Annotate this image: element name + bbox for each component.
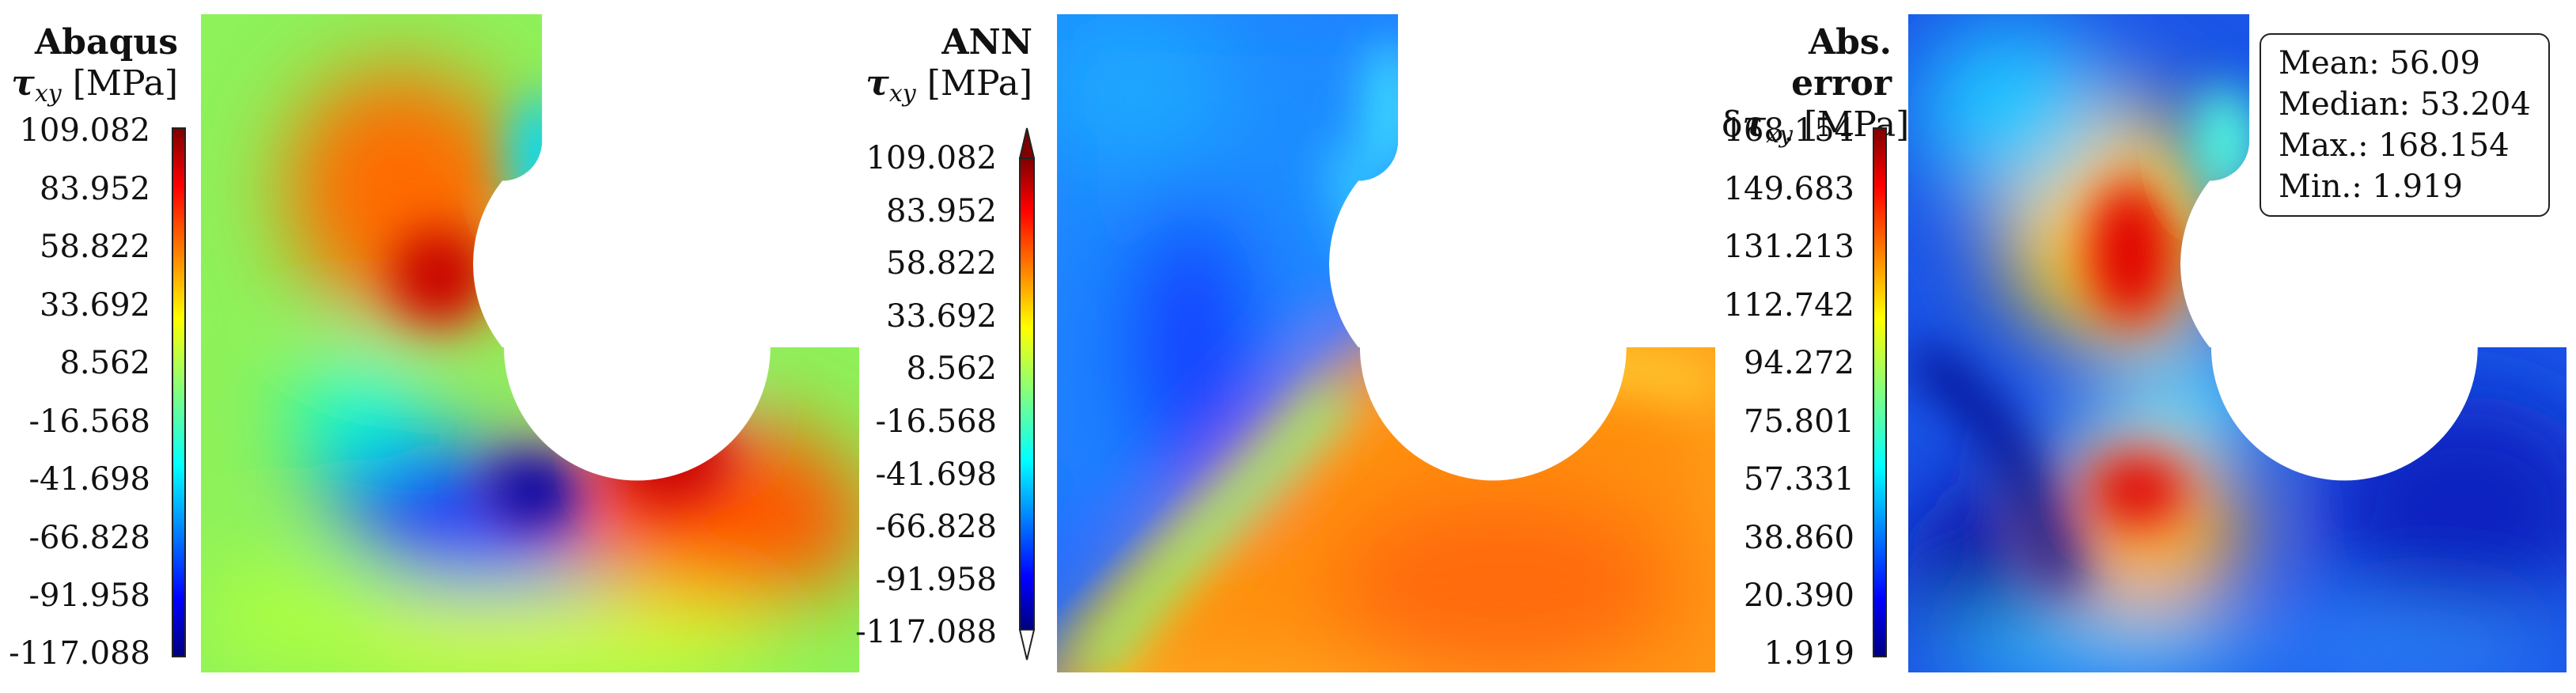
panel-title: ANN [941,22,1032,62]
colorbar-tick: 58.822 [886,245,997,282]
colorbar-tick: -66.828 [28,519,150,556]
colorbar [1018,127,1036,661]
panel-abs-error: Abs. error δτxy [MPa] 168.154 149.683 13… [1722,0,2576,693]
colorbar-tick: 94.272 [1744,345,1854,381]
colorbar-tick: 8.562 [906,350,997,388]
colorbar [1873,127,1887,657]
colorbar-tick: 83.952 [40,170,150,207]
stat-median: Median: 53.204 [2279,86,2531,123]
panel-titles: ANN τxy [MPa] [862,22,1032,115]
colorbar-tick: 8.562 [59,345,150,381]
error-statistics-box: Mean: 56.09 Median: 53.204 Max.: 168.154… [2260,33,2550,217]
error-field-plot [1908,14,2567,672]
colorbar-tick: 20.390 [1744,578,1854,614]
quantity-label: δτxy [MPa] [1722,104,1910,149]
stress-field-plot [201,14,859,672]
colorbar-tick: 112.742 [1723,286,1854,324]
colorbar-ticks: 168.154 149.683 131.213 112.742 94.272 7… [1722,115,1854,669]
quantity-label: τxy [MPa] [866,63,1032,108]
colorbar-max-arrow [1018,127,1036,159]
colorbar-tick: 149.683 [1723,170,1854,207]
colorbar-tick: -16.568 [28,403,150,440]
colorbar-tick: 75.801 [1744,403,1854,440]
stress-field-plot [1057,14,1715,672]
colorbar-ticks: 109.082 83.952 58.822 33.692 8.562 -16.5… [855,142,997,648]
colorbar-tick: -16.568 [875,403,997,440]
panel-title: Abaqus [35,22,178,62]
colorbar-tick: -91.958 [28,578,150,614]
colorbar-tick: 1.919 [1763,635,1854,672]
colorbar-ticks: 109.082 83.952 58.822 33.692 8.562 -16.5… [0,115,150,669]
colorbar-tick: -117.088 [9,635,150,672]
colorbar [172,127,186,657]
panel-titles: Abaqus τxy [MPa] [8,22,178,115]
colorbar-tick: 109.082 [19,112,150,149]
colorbar-tick: 58.822 [40,229,150,265]
panel-titles: Abs. error δτxy [MPa] [1722,22,1910,156]
colorbar-tick: -117.088 [855,614,997,650]
panel-ann: ANN τxy [MPa] 109.082 83.952 58.822 33.6… [855,0,1722,693]
colorbar-tick: 57.331 [1744,461,1854,498]
stat-mean: Mean: 56.09 [2279,45,2480,81]
panel-abaqus: Abaqus τxy [MPa] 109.082 83.952 58.822 3… [0,0,862,693]
colorbar-tick: 33.692 [886,297,997,335]
stat-max: Max.: 168.154 [2279,127,2510,164]
colorbar-tick: 109.082 [866,140,997,176]
stat-min: Min.: 1.919 [2279,169,2463,205]
colorbar-tick: 168.154 [1723,112,1854,149]
quantity-label: τxy [MPa] [11,63,178,108]
colorbar-tick: 38.860 [1744,519,1854,556]
colorbar-tick: -91.958 [875,561,997,598]
colorbar-tick: -66.828 [875,509,997,546]
panel-title: Abs. error [1791,22,1892,104]
colorbar-tick: -41.698 [875,456,997,493]
colorbar-tick: 33.692 [40,286,150,324]
colorbar-tick: -41.698 [28,461,150,498]
colorbar-min-arrow [1018,629,1036,661]
colorbar-tick: 131.213 [1723,229,1854,265]
colorbar-tick: 83.952 [886,192,997,229]
